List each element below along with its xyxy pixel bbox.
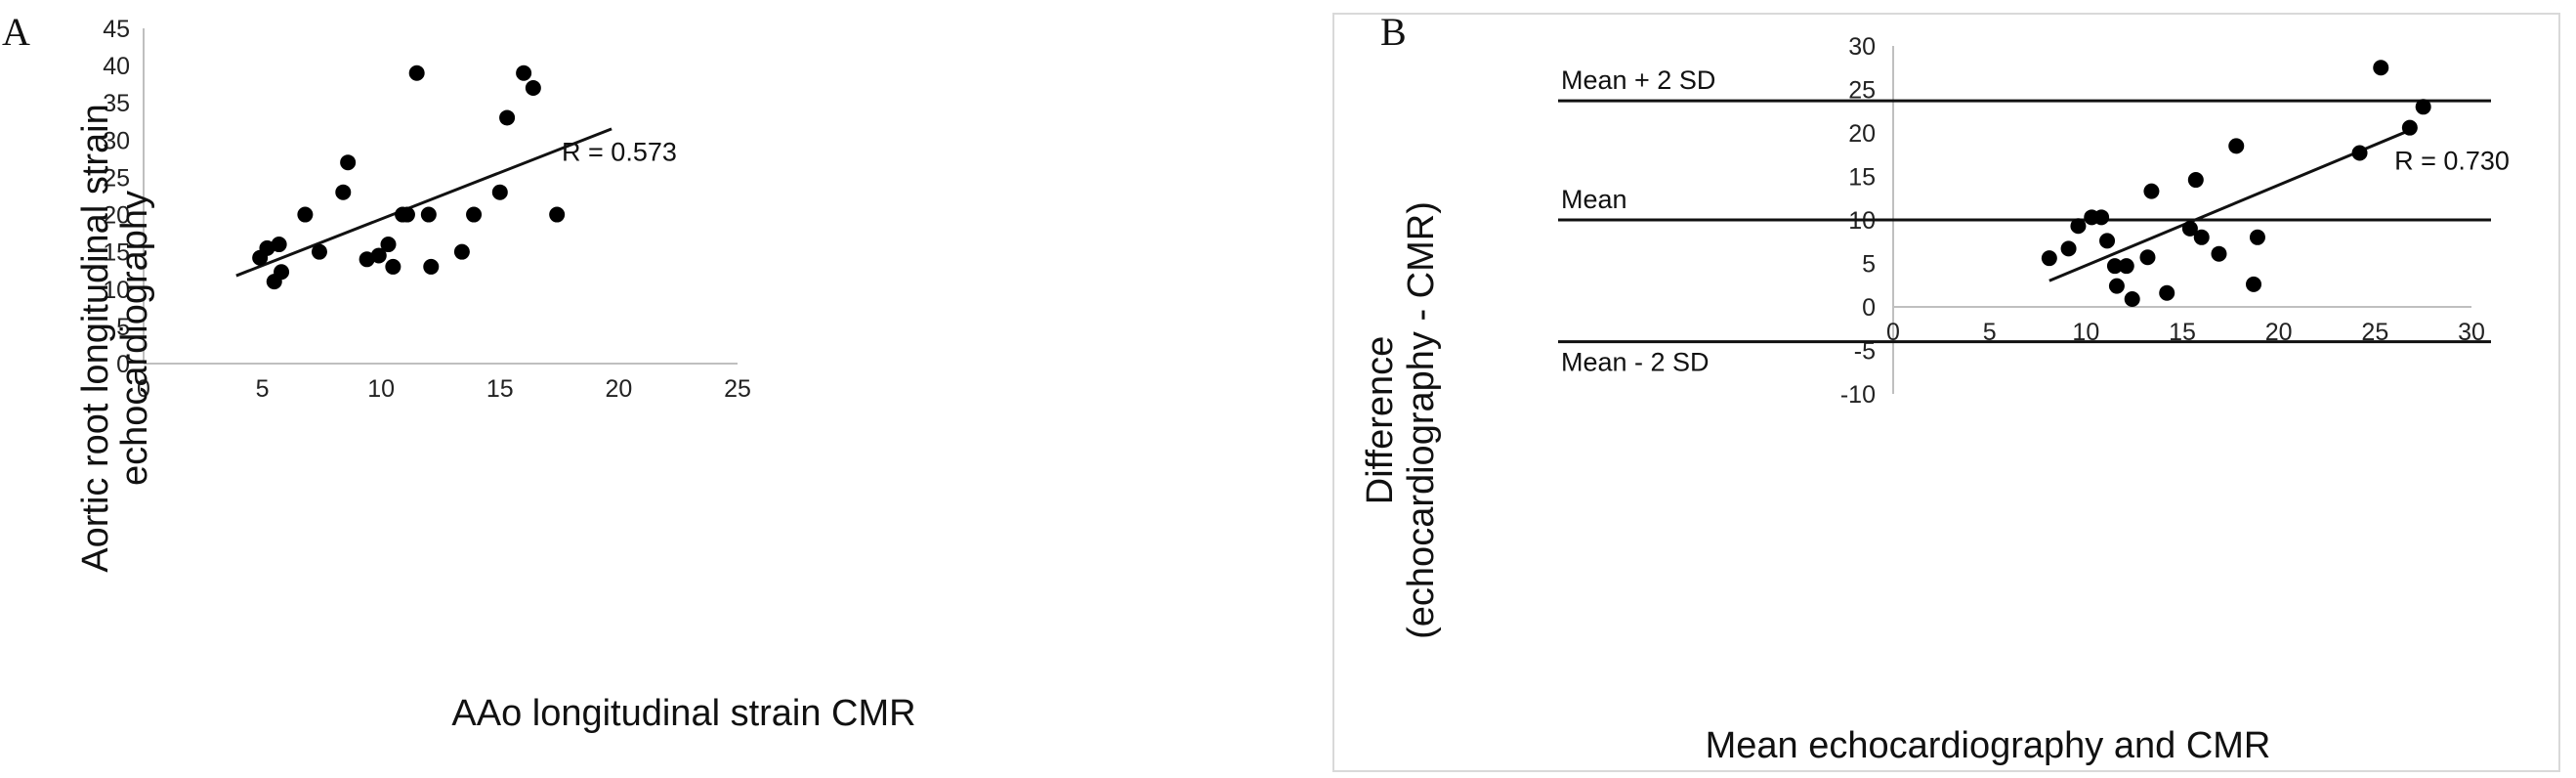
data-point xyxy=(2211,245,2227,262)
data-point xyxy=(549,206,566,223)
y-tick-label: -10 xyxy=(1840,381,1876,409)
y-tick-label: 0 xyxy=(116,351,130,378)
data-point xyxy=(2108,278,2125,294)
y-axis-title-line-2: (echocardiography - CMR) xyxy=(1401,201,1442,639)
panel-a: A 0 5 10 15 20 25 0 5 10 15 20 25 30 35 40 45 R = 0.573… xyxy=(2,10,916,734)
data-point xyxy=(2099,233,2116,249)
data-point xyxy=(408,65,425,81)
data-point xyxy=(359,251,375,268)
data-point xyxy=(2041,250,2057,267)
data-point xyxy=(2118,258,2134,275)
y-tick-label: 10 xyxy=(103,277,130,304)
data-point xyxy=(2415,99,2431,115)
y-tick-label: 30 xyxy=(103,127,130,154)
data-point xyxy=(2139,249,2156,266)
data-point xyxy=(311,243,327,260)
data-point xyxy=(259,239,275,256)
data-point xyxy=(2106,258,2123,275)
data-point xyxy=(340,154,357,171)
data-point xyxy=(423,258,440,275)
panel-letter: B xyxy=(1380,10,1407,54)
reference-line-label: Mean + 2 SD xyxy=(1561,65,1715,95)
data-point xyxy=(420,206,437,223)
data-point xyxy=(271,237,287,253)
y-tick-label: 5 xyxy=(1862,251,1876,279)
data-point xyxy=(2373,60,2389,76)
y-axis-title-line-2: echocardiography xyxy=(114,191,155,486)
y-tick-label: 35 xyxy=(103,90,130,117)
x-tick-label: 0 xyxy=(137,375,150,403)
correlation-label: R = 0.730 xyxy=(2394,146,2510,175)
panel-letter: A xyxy=(2,10,30,54)
y-axis-title-line-1: Difference xyxy=(1360,336,1401,505)
y-tick-label: 15 xyxy=(103,239,130,267)
data-point xyxy=(2093,209,2110,226)
data-point xyxy=(2193,229,2210,245)
y-tick-label: 20 xyxy=(103,202,130,230)
trendline xyxy=(2048,128,2413,282)
panel-b-frame xyxy=(1332,13,2560,772)
data-point xyxy=(399,206,415,223)
y-tick-label: 45 xyxy=(103,16,130,43)
data-point xyxy=(2143,183,2160,199)
data-point xyxy=(499,109,516,126)
data-point xyxy=(2187,172,2204,189)
x-tick-label: 0 xyxy=(1886,319,1900,346)
correlation-label: R = 0.573 xyxy=(562,138,677,167)
data-point xyxy=(385,258,401,275)
data-point xyxy=(516,65,532,81)
y-tick-label: 30 xyxy=(1848,33,1876,61)
y-tick-label: 5 xyxy=(116,314,130,341)
data-point xyxy=(491,184,508,200)
data-point xyxy=(466,206,483,223)
data-point xyxy=(370,247,387,264)
trendline xyxy=(235,127,612,278)
y-axis-title-line-1: Aortic root longitudinal strain xyxy=(75,104,116,572)
data-point xyxy=(2246,276,2262,292)
reference-line-label: Mean - 2 SD xyxy=(1561,348,1710,377)
data-point xyxy=(2060,240,2077,257)
data-point xyxy=(380,237,397,253)
y-tick-label: -5 xyxy=(1854,338,1876,366)
x-axis-title: Mean echocardiography and CMR xyxy=(1706,725,2271,766)
x-tick-label: 25 xyxy=(724,375,751,403)
data-point xyxy=(2249,229,2265,245)
y-tick-label: 15 xyxy=(1848,164,1876,192)
data-point xyxy=(2070,218,2087,235)
x-tick-label: 20 xyxy=(605,375,632,403)
data-point xyxy=(2401,119,2418,136)
data-point xyxy=(2181,220,2198,237)
data-point xyxy=(2351,145,2368,161)
data-point xyxy=(525,79,541,96)
data-point xyxy=(2124,290,2140,307)
y-tick-label: 40 xyxy=(103,53,130,80)
data-point xyxy=(453,243,470,260)
y-tick-label: 25 xyxy=(103,164,130,192)
x-tick-label: 5 xyxy=(1983,319,1997,346)
y-tick-label: 0 xyxy=(1862,294,1876,322)
data-point xyxy=(335,184,352,200)
y-tick-label: 20 xyxy=(1848,120,1876,148)
x-tick-label: 5 xyxy=(256,375,270,403)
data-point xyxy=(2228,138,2245,154)
data-point xyxy=(297,206,314,223)
x-tick-label: 10 xyxy=(367,375,395,403)
data-point xyxy=(2159,284,2175,301)
x-tick-label: 15 xyxy=(486,375,514,403)
data-point xyxy=(274,264,290,281)
reference-line-label: Mean xyxy=(1561,185,1627,214)
x-axis-title: AAo longitudinal strain CMR xyxy=(451,693,915,734)
